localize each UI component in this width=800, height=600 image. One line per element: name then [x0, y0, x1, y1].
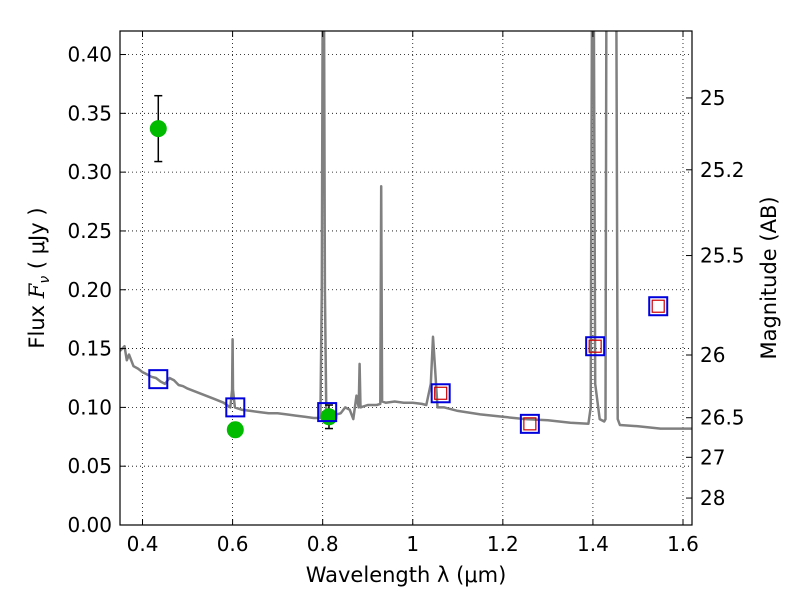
sed-spectrum-line: [120, 31, 692, 430]
model-flux-marker-inner: [434, 386, 448, 400]
axes: 0.4 0.6 0.8 1 1.2 1.4 1.6 0.00 0.05 0.10 0.15 0.20 0…: [67, 31, 745, 556]
y2-tick-label: 26.5: [700, 406, 745, 430]
model-flux-marker: [519, 413, 540, 434]
y2-tick-label: 27: [700, 445, 725, 469]
x-tick-label: 0.6: [217, 532, 249, 556]
y-tick-label: 0.10: [67, 395, 112, 419]
model-flux-marker: [148, 369, 169, 390]
y2-tick-label: 25.5: [700, 244, 745, 268]
y-tick-label: 0.20: [67, 278, 112, 302]
y-tick-label: 0.30: [67, 160, 112, 184]
y2-tick-label: 25: [700, 86, 725, 110]
y-tick-label: 0.05: [67, 454, 112, 478]
plot-frame: [119, 30, 693, 526]
y-tick-label: 0.00: [67, 513, 112, 537]
y2-tick-label: 28: [700, 486, 725, 510]
x-tick-label: 1.6: [667, 532, 699, 556]
model-flux-marker-inner: [651, 299, 665, 313]
model-flux-marker: [225, 397, 246, 418]
observed-flux-point: [149, 120, 167, 138]
y2-axis-title: Magnitude (AB): [757, 196, 781, 359]
y2-tick-label: 26: [700, 343, 725, 367]
x-axis-title: Wavelength λ (μm): [306, 563, 507, 587]
model-flux-marker-inner: [523, 417, 537, 431]
y-tick-label: 0.15: [67, 337, 112, 361]
x-tick-label: 1: [406, 532, 419, 556]
y-axis-title: Flux Fν ( μJy ): [25, 207, 53, 348]
x-tick-label: 0.8: [307, 532, 339, 556]
y2-tick-label: 25.2: [700, 158, 745, 182]
model-flux-marker: [648, 296, 669, 317]
observed-flux-point: [320, 408, 338, 426]
x-tick-label: 1.4: [577, 532, 609, 556]
model-flux-marker-inner: [588, 339, 602, 353]
y-tick-label: 0.40: [67, 43, 112, 67]
x-tick-label: 0.4: [127, 532, 159, 556]
model-flux-marker: [430, 383, 451, 404]
x-tick-label: 1.2: [487, 532, 519, 556]
model-flux-marker: [585, 336, 606, 357]
plot-area: [120, 31, 692, 439]
y-tick-label: 0.25: [67, 219, 112, 243]
observed-flux-point: [226, 421, 244, 439]
model-flux-marker: [317, 402, 338, 423]
y-tick-label: 0.35: [67, 101, 112, 125]
